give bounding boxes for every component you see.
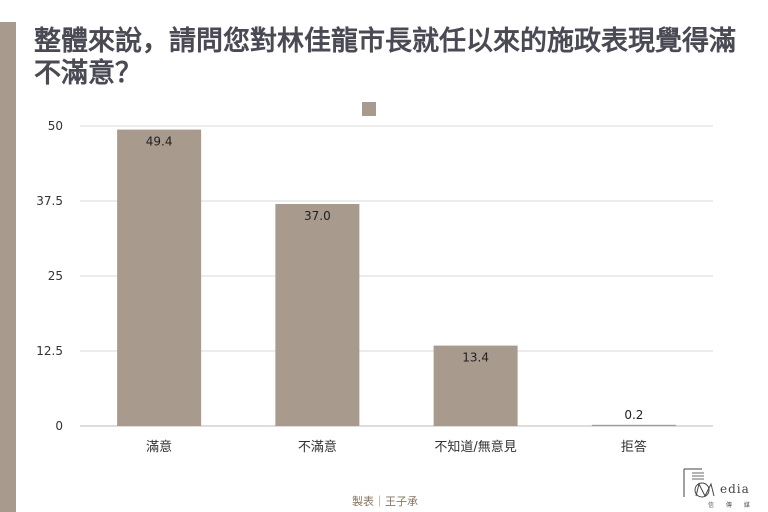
data-label: 37.0 — [304, 209, 331, 223]
logo-mark-icon — [683, 468, 715, 498]
bar — [591, 424, 676, 426]
data-label: 49.4 — [146, 135, 173, 149]
x-tick-label: 不知道/無意見 — [434, 439, 516, 455]
media-logo: edia 信 傳 媒 — [680, 465, 766, 510]
credit-text: 製表｜王子承 — [352, 495, 418, 508]
logo-text: edia — [720, 482, 750, 496]
y-tick-label: 12.5 — [36, 344, 63, 358]
logo-subtext: 信 傳 媒 — [708, 502, 755, 509]
x-tick-label: 不滿意 — [298, 439, 337, 455]
y-tick-label: 37.5 — [36, 194, 63, 208]
x-tick-label: 拒答 — [621, 439, 647, 455]
y-tick-label: 50 — [48, 119, 63, 133]
x-tick-label: 滿意 — [146, 439, 172, 455]
bar — [117, 129, 202, 426]
y-tick-label: 25 — [48, 269, 63, 283]
bar — [433, 345, 518, 426]
chart-title: 整體來說，請問您對林佳龍市長就任以來的施政表現覺得滿不滿意？ — [34, 26, 736, 89]
bar — [275, 204, 360, 426]
y-tick-label: 0 — [55, 419, 63, 433]
data-label: 0.2 — [624, 408, 643, 422]
left-accent-bar — [0, 22, 16, 512]
legend-swatch — [362, 102, 376, 116]
data-label: 13.4 — [462, 351, 489, 365]
